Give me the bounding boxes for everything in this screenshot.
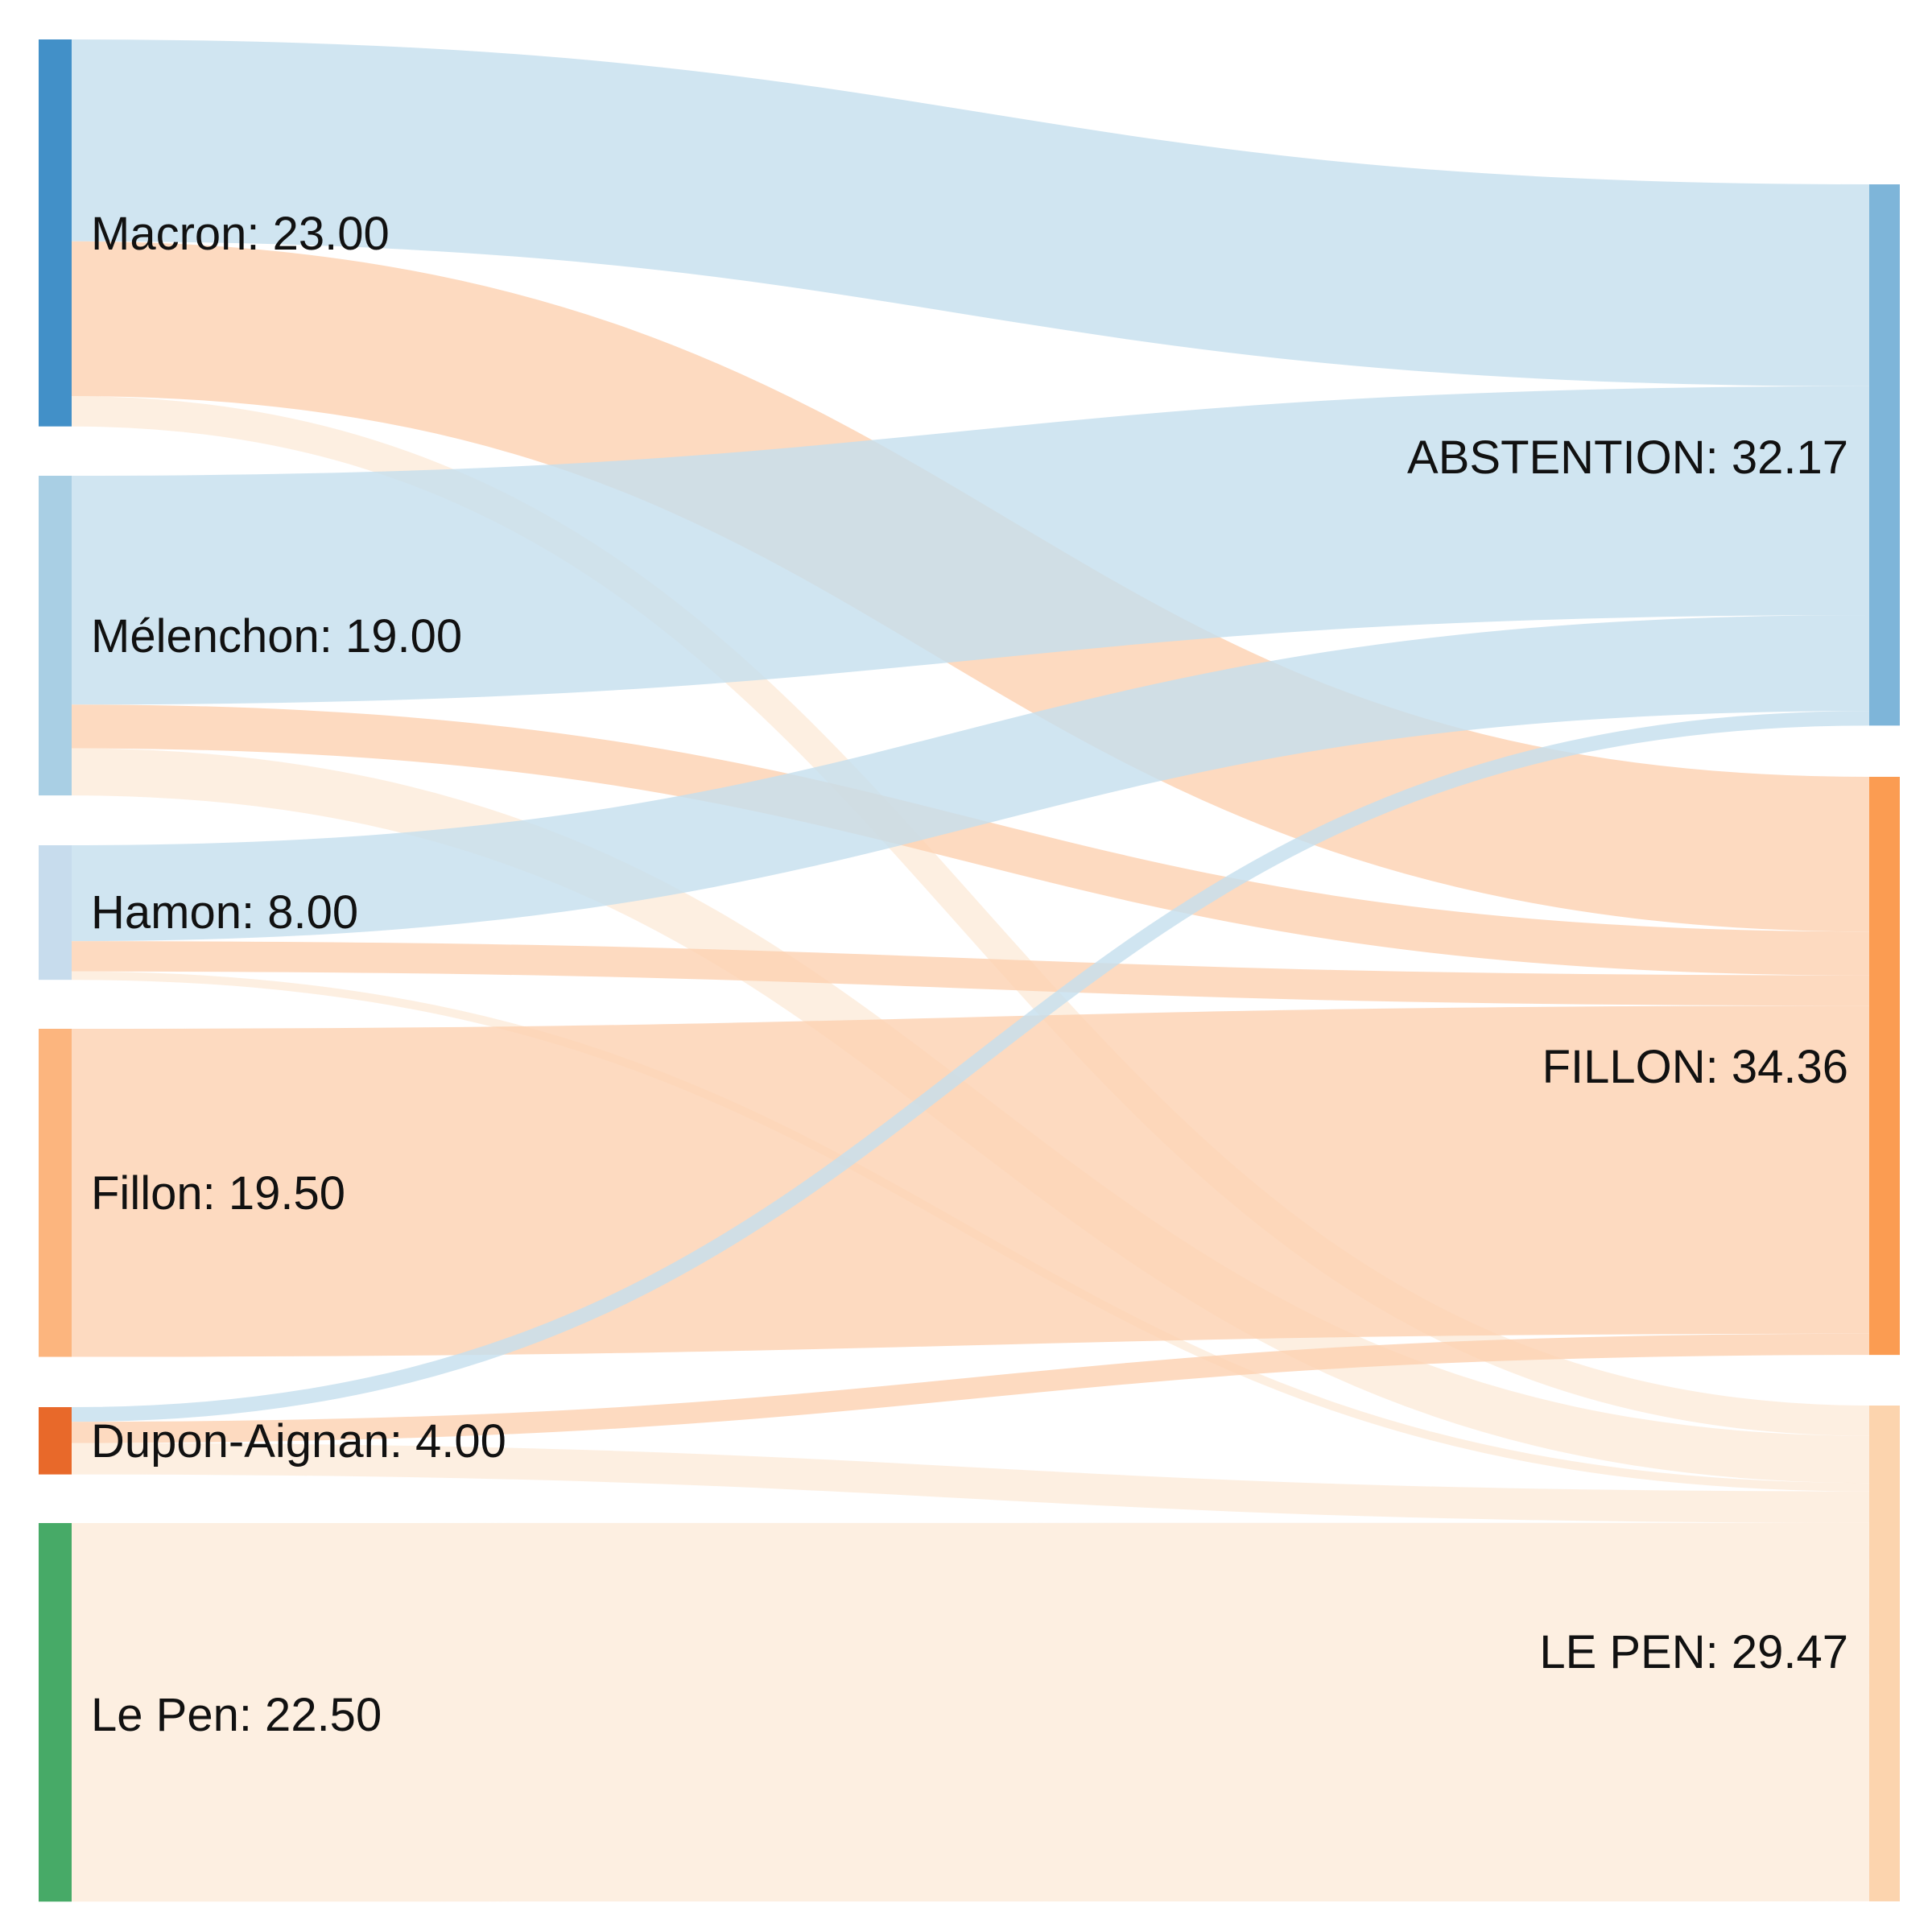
node-label-hamon: Hamon: 8.00: [91, 886, 358, 939]
node-label-fillon-target: FILLON: 34.36: [1542, 1041, 1848, 1093]
node-label-abstention: ABSTENTION: 32.17: [1407, 431, 1848, 484]
labels-layer: Macron: 23.00 Mélenchon: 19.00 Hamon: 8.…: [91, 208, 1848, 1741]
node-label-dupon-aignan: Dupon-Aignan: 4.00: [91, 1415, 506, 1468]
target-node-abstention: [1869, 184, 1900, 726]
source-node-macron: [39, 39, 72, 427]
link-melenchon-to-fillon2: [71, 704, 1870, 976]
source-node-melenchon: [39, 476, 72, 796]
link-dupon-to-abstention: [71, 711, 1870, 1422]
link-dupon-to-lepen2: [71, 1443, 1870, 1523]
link-hamon-to-abstention: [71, 615, 1870, 942]
node-label-fillon: Fillon: 19.50: [91, 1167, 345, 1220]
link-fillon-to-fillon2: [71, 1005, 1870, 1357]
link-dupon-to-fillon2: [71, 1333, 1870, 1443]
source-node-hamon: [39, 845, 72, 980]
source-node-dupon: [39, 1407, 72, 1475]
links-layer: [71, 39, 1870, 1902]
target-node-fillon2: [1869, 777, 1900, 1356]
node-label-melenchon: Mélenchon: 19.00: [91, 610, 462, 663]
link-melenchon-to-abstention: [71, 386, 1870, 705]
source-node-lepen: [39, 1523, 72, 1902]
node-label-macron: Macron: 23.00: [91, 208, 390, 260]
link-hamon-to-fillon2: [71, 941, 1870, 1006]
link-macron-to-abstention: [71, 39, 1870, 386]
target-node-lepen2: [1869, 1406, 1900, 1901]
node-label-le-pen: Le Pen: 22.50: [91, 1689, 382, 1741]
nodes-layer: [39, 39, 1900, 1902]
node-label-le-pen-target: LE PEN: 29.47: [1539, 1626, 1848, 1678]
source-node-fillon: [39, 1029, 72, 1357]
